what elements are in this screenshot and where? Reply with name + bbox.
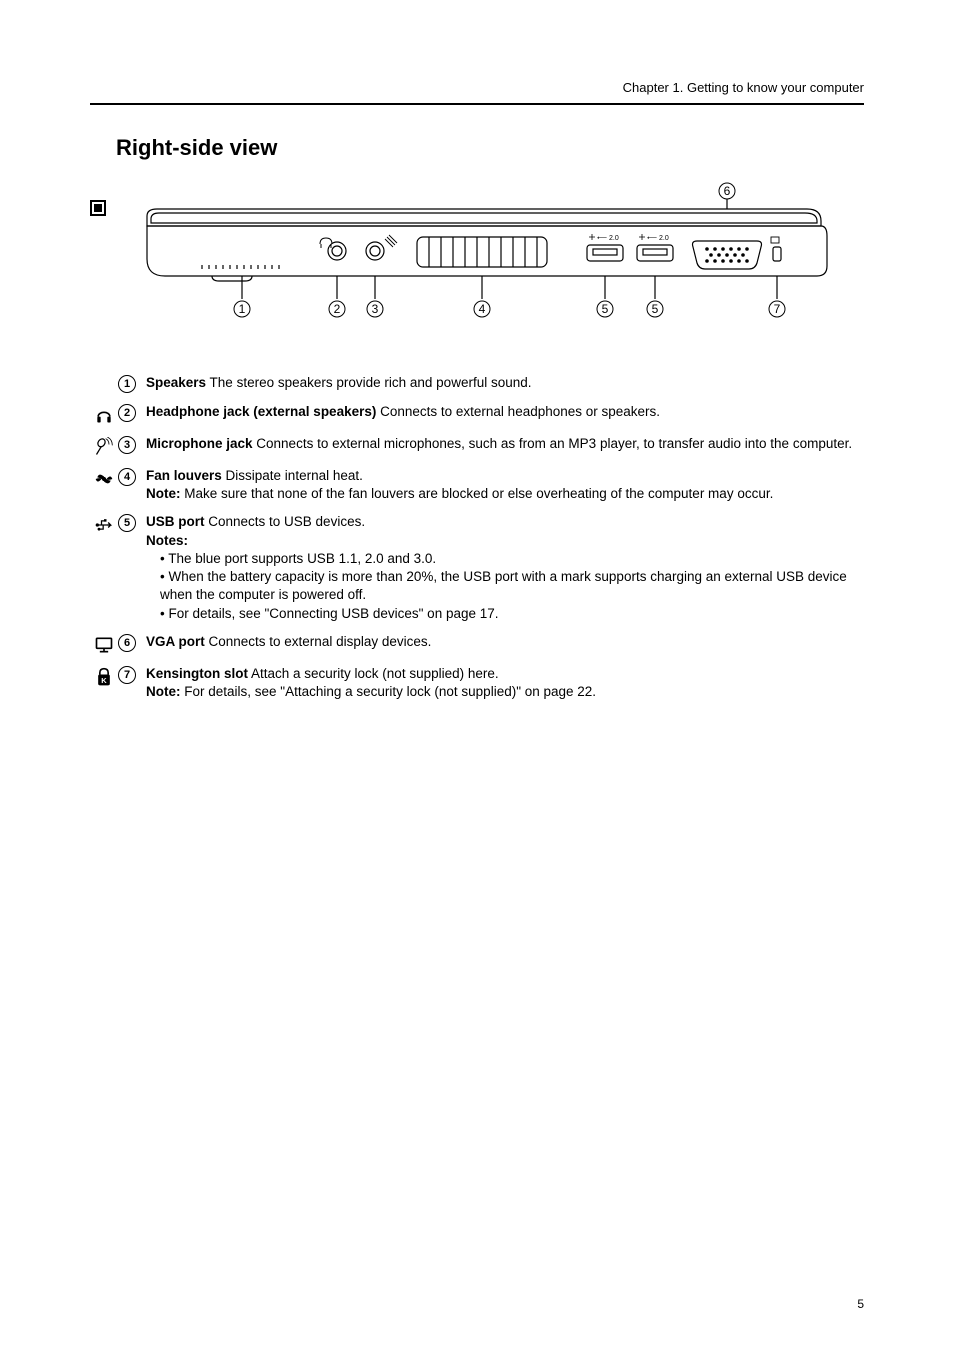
chapter-header: Chapter 1. Getting to know your computer [90,80,864,95]
feature-number: 2 [118,403,146,425]
feature-row: 6VGA port Connects to external display d… [90,633,864,655]
feature-body: Dissipate internal heat.Note: Make sure … [146,468,773,501]
feature-row: 2Headphone jack (external speakers) Conn… [90,403,864,425]
callout-3: 3 [372,302,379,316]
feature-title: Headphone jack (external speakers) [146,404,376,419]
feature-title: USB port [146,514,205,529]
feature-text: USB port Connects to USB devices.Notes:•… [146,513,864,622]
feature-row: 3Microphone jack Connects to external mi… [90,435,864,457]
feature-row: 4Fan louvers Dissipate internal heat.Not… [90,467,864,503]
feature-number: 5 [118,513,146,622]
vga-port-graphic [693,241,762,269]
headphone-jack-graphic [320,238,346,260]
headphone-icon [90,403,118,425]
callout-2: 2 [334,302,341,316]
feature-body: Connects to external display devices. [205,634,432,649]
callout-4: 4 [479,302,486,316]
usb-icon [90,513,118,622]
feature-row: 5USB port Connects to USB devices.Notes:… [90,513,864,622]
feature-number: 3 [118,435,146,457]
feature-text: Kensington slot Attach a security lock (… [146,665,864,701]
feature-body: Connects to external headphones or speak… [376,404,660,419]
feature-number: 1 [118,374,146,393]
callout-1: 1 [239,302,246,316]
usb-port-2-graphic: ⟵ 2.0 [637,234,673,261]
feature-text: Fan louvers Dissipate internal heat.Note… [146,467,864,503]
feature-number: 7 [118,665,146,701]
feature-body: Connects to USB devices.Notes:• The blue… [146,514,864,620]
svg-text:⟵ 2.0: ⟵ 2.0 [647,235,669,242]
feature-row: 1Speakers The stereo speakers provide ri… [90,374,864,393]
mic-jack-graphic [366,235,397,260]
vent-graphic [417,237,547,267]
right-side-view-figure: ⟵ 2.0 ⟵ 2.0 [117,181,837,346]
feature-title: Kensington slot [146,666,248,681]
section-box-graphic [90,200,106,216]
box-icon [90,200,106,216]
no-icon [90,374,118,393]
callout-5b: 5 [652,302,659,316]
feature-number: 6 [118,633,146,655]
svg-text:⟵ 2.0: ⟵ 2.0 [597,235,619,242]
feature-title: VGA port [146,634,205,649]
callout-6: 6 [724,184,731,198]
lock-icon [90,665,118,701]
kensington-graphic [771,237,781,261]
page-number: 5 [857,1297,864,1311]
callout-7: 7 [774,302,781,316]
feature-title: Fan louvers [146,468,222,483]
usb-port-1-graphic: ⟵ 2.0 [587,234,623,261]
feature-title: Speakers [146,375,206,390]
speaker-dots-graphic [202,265,279,269]
mic-icon [90,435,118,457]
feature-title: Microphone jack [146,436,253,451]
feature-body: The stereo speakers provide rich and pow… [206,375,531,390]
feature-text: Speakers The stereo speakers provide ric… [146,374,864,393]
monitor-icon [90,633,118,655]
fan-icon [90,467,118,503]
feature-number: 4 [118,467,146,503]
laptop-side-svg: ⟵ 2.0 ⟵ 2.0 [117,181,837,346]
features-list: 1Speakers The stereo speakers provide ri… [90,374,864,701]
feature-row: 7Kensington slot Attach a security lock … [90,665,864,701]
feature-text: Headphone jack (external speakers) Conne… [146,403,864,425]
header-rule [90,103,864,105]
section-title: Right-side view [116,135,864,161]
feature-text: VGA port Connects to external display de… [146,633,864,655]
feature-text: Microphone jack Connects to external mic… [146,435,864,457]
callout-5a: 5 [602,302,609,316]
feature-body: Connects to external microphones, such a… [253,436,853,451]
